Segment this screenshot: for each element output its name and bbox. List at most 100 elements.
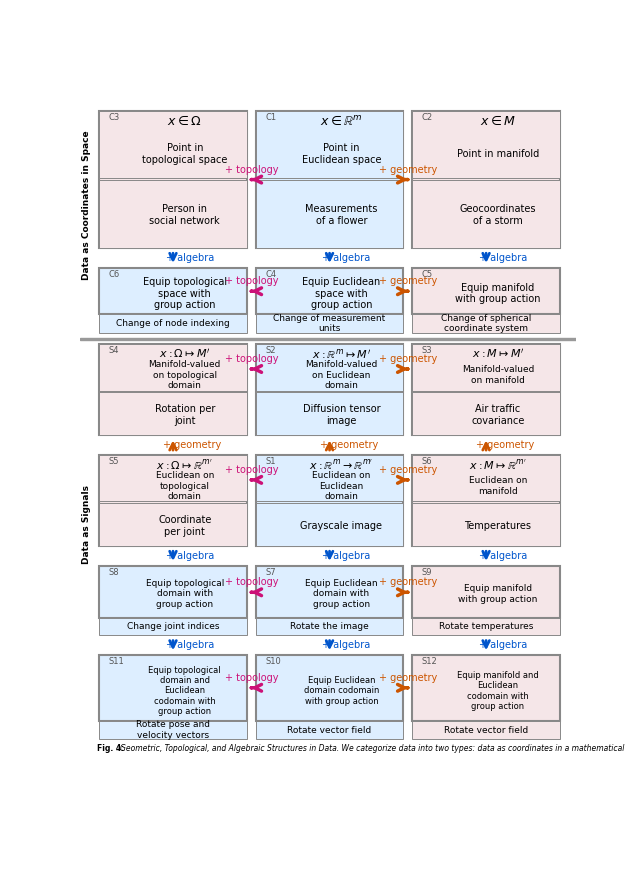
Text: + algebra: + algebra bbox=[166, 551, 214, 561]
Text: $x : \Omega \mapsto \mathbb{R}^{m'}$: $x : \Omega \mapsto \mathbb{R}^{m'}$ bbox=[156, 457, 213, 472]
Text: Euclidean on
Euclidean
domain: Euclidean on Euclidean domain bbox=[312, 471, 371, 501]
FancyBboxPatch shape bbox=[412, 344, 560, 435]
Text: + topology: + topology bbox=[225, 164, 278, 175]
Text: + geometry: + geometry bbox=[379, 578, 437, 587]
FancyBboxPatch shape bbox=[99, 656, 246, 721]
Text: Rotate vector field: Rotate vector field bbox=[444, 725, 528, 735]
FancyBboxPatch shape bbox=[412, 111, 560, 178]
Text: + geometry: + geometry bbox=[476, 440, 534, 450]
Text: Equip topological
domain with
group action: Equip topological domain with group acti… bbox=[145, 579, 224, 608]
FancyBboxPatch shape bbox=[256, 503, 403, 546]
Text: Manifold-valued
on Euclidean
domain: Manifold-valued on Euclidean domain bbox=[305, 360, 378, 390]
FancyBboxPatch shape bbox=[256, 268, 403, 315]
FancyBboxPatch shape bbox=[99, 111, 246, 248]
Text: + topology: + topology bbox=[225, 578, 278, 587]
FancyBboxPatch shape bbox=[412, 111, 560, 248]
Text: Rotation per
joint: Rotation per joint bbox=[155, 405, 215, 426]
FancyBboxPatch shape bbox=[412, 392, 560, 435]
FancyBboxPatch shape bbox=[412, 619, 560, 635]
Text: $x : \mathbb{R}^m \to \mathbb{R}^{m'}$: $x : \mathbb{R}^m \to \mathbb{R}^{m'}$ bbox=[309, 457, 374, 472]
Text: + topology: + topology bbox=[225, 465, 278, 475]
Text: + algebra: + algebra bbox=[479, 551, 527, 561]
FancyBboxPatch shape bbox=[412, 180, 560, 248]
Text: Temperatures: Temperatures bbox=[465, 521, 531, 531]
Text: Change of measurement
units: Change of measurement units bbox=[273, 314, 386, 333]
Text: Diffusion tensor
image: Diffusion tensor image bbox=[303, 405, 380, 426]
FancyBboxPatch shape bbox=[99, 315, 246, 333]
Text: $x : \mathbb{R}^m \mapsto M'$: $x : \mathbb{R}^m \mapsto M'$ bbox=[312, 347, 371, 361]
Text: + algebra: + algebra bbox=[323, 641, 371, 650]
FancyBboxPatch shape bbox=[412, 268, 560, 315]
Text: $x : M \mapsto M'$: $x : M \mapsto M'$ bbox=[472, 347, 524, 360]
Text: S8: S8 bbox=[109, 568, 119, 577]
FancyBboxPatch shape bbox=[256, 455, 403, 502]
FancyBboxPatch shape bbox=[99, 455, 246, 546]
Text: S2: S2 bbox=[265, 346, 276, 355]
Text: Rotate vector field: Rotate vector field bbox=[287, 725, 372, 735]
FancyBboxPatch shape bbox=[412, 315, 560, 333]
Text: Rotate temperatures: Rotate temperatures bbox=[439, 622, 533, 631]
Text: Point in
Euclidean space: Point in Euclidean space bbox=[301, 143, 381, 165]
Text: S11: S11 bbox=[109, 657, 124, 666]
Text: $x : \Omega \mapsto M'$: $x : \Omega \mapsto M'$ bbox=[159, 347, 211, 360]
Text: Data as Signals: Data as Signals bbox=[83, 485, 92, 564]
Text: S4: S4 bbox=[109, 346, 119, 355]
FancyBboxPatch shape bbox=[99, 619, 246, 635]
Text: Manifold-valued
on topological
domain: Manifold-valued on topological domain bbox=[148, 360, 221, 390]
Text: + topology: + topology bbox=[225, 673, 278, 683]
Text: Equip manifold
with group action: Equip manifold with group action bbox=[455, 282, 541, 304]
Text: Geometric, Topological, and Algebraic Structures in Data. We categorize data int: Geometric, Topological, and Algebraic St… bbox=[120, 744, 625, 753]
Text: S10: S10 bbox=[265, 657, 281, 666]
Text: Fig. 4:: Fig. 4: bbox=[97, 744, 127, 753]
FancyBboxPatch shape bbox=[256, 721, 403, 739]
FancyBboxPatch shape bbox=[256, 111, 403, 178]
FancyBboxPatch shape bbox=[412, 344, 560, 391]
Text: + algebra: + algebra bbox=[166, 641, 214, 650]
Text: S6: S6 bbox=[422, 457, 433, 466]
FancyBboxPatch shape bbox=[99, 566, 246, 619]
Text: Equip Euclidean
domain codomain
with group action: Equip Euclidean domain codomain with gro… bbox=[303, 676, 379, 705]
FancyBboxPatch shape bbox=[99, 455, 246, 502]
FancyBboxPatch shape bbox=[412, 721, 560, 739]
Text: Coordinate
per joint: Coordinate per joint bbox=[158, 516, 211, 537]
Text: Change of spherical
coordinate system: Change of spherical coordinate system bbox=[441, 314, 531, 333]
Text: + geometry: + geometry bbox=[379, 164, 437, 175]
Text: Person in
social network: Person in social network bbox=[150, 205, 220, 225]
Text: C2: C2 bbox=[422, 114, 433, 122]
Text: + algebra: + algebra bbox=[323, 551, 371, 561]
Text: Point in
topological space: Point in topological space bbox=[142, 143, 227, 165]
Text: + geometry: + geometry bbox=[379, 673, 437, 683]
Text: C4: C4 bbox=[265, 270, 276, 279]
Text: Air traffic
covariance: Air traffic covariance bbox=[471, 405, 525, 426]
Text: Manifold-valued
on manifold: Manifold-valued on manifold bbox=[461, 365, 534, 385]
Text: Data as Coordinates in Space: Data as Coordinates in Space bbox=[83, 130, 92, 280]
FancyBboxPatch shape bbox=[412, 566, 560, 619]
Text: Equip manifold and
Euclidean
codomain with
group action: Equip manifold and Euclidean codomain wi… bbox=[457, 670, 539, 711]
Text: C5: C5 bbox=[422, 270, 433, 279]
Text: S7: S7 bbox=[265, 568, 276, 577]
FancyBboxPatch shape bbox=[256, 315, 403, 333]
Text: $x \in \mathbb{R}^m$: $x \in \mathbb{R}^m$ bbox=[320, 114, 363, 128]
FancyBboxPatch shape bbox=[99, 180, 246, 248]
Text: C3: C3 bbox=[109, 114, 120, 122]
Text: Change of node indexing: Change of node indexing bbox=[116, 319, 230, 328]
Text: Euclidean on
topological
domain: Euclidean on topological domain bbox=[156, 471, 214, 501]
Text: Grayscale image: Grayscale image bbox=[300, 521, 382, 531]
FancyBboxPatch shape bbox=[256, 111, 403, 248]
Text: + algebra: + algebra bbox=[166, 253, 214, 263]
Text: Point in manifold: Point in manifold bbox=[457, 149, 539, 159]
FancyBboxPatch shape bbox=[256, 656, 403, 721]
Text: C1: C1 bbox=[265, 114, 276, 122]
Text: Equip Euclidean
domain with
group action: Equip Euclidean domain with group action bbox=[305, 579, 378, 608]
FancyBboxPatch shape bbox=[256, 344, 403, 391]
FancyBboxPatch shape bbox=[256, 180, 403, 248]
Text: S1: S1 bbox=[265, 457, 276, 466]
FancyBboxPatch shape bbox=[256, 392, 403, 435]
Text: $x \in \Omega$: $x \in \Omega$ bbox=[168, 114, 202, 128]
Text: + topology: + topology bbox=[225, 276, 278, 286]
FancyBboxPatch shape bbox=[412, 455, 560, 546]
Text: Geocoordinates
of a storm: Geocoordinates of a storm bbox=[460, 205, 536, 225]
Text: + geometry: + geometry bbox=[320, 440, 378, 450]
Text: + algebra: + algebra bbox=[323, 253, 371, 263]
FancyBboxPatch shape bbox=[412, 503, 560, 546]
